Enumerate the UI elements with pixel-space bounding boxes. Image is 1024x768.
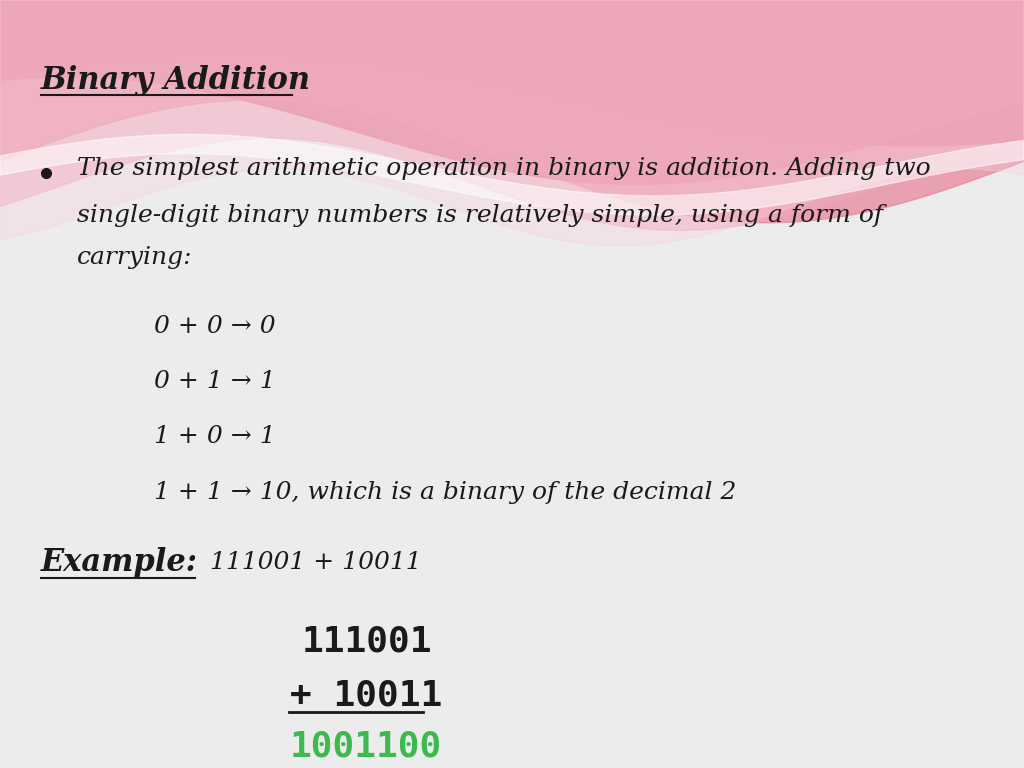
Text: 1 + 1 → 10, which is a binary of the decimal 2: 1 + 1 → 10, which is a binary of the dec… xyxy=(154,481,736,504)
Text: 1 + 0 → 1: 1 + 0 → 1 xyxy=(154,425,275,449)
Text: 111001 + 10011: 111001 + 10011 xyxy=(210,551,422,574)
Text: 0 + 1 → 1: 0 + 1 → 1 xyxy=(154,370,275,393)
Text: The simplest arithmetic operation in binary is addition. Adding two: The simplest arithmetic operation in bin… xyxy=(77,157,931,180)
Text: 0 + 0 → 0: 0 + 0 → 0 xyxy=(154,315,275,338)
Text: 1001100: 1001100 xyxy=(290,730,442,763)
Text: single-digit binary numbers is relatively simple, using a form of: single-digit binary numbers is relativel… xyxy=(77,204,883,227)
Text: 111001: 111001 xyxy=(302,624,432,658)
Text: Example:: Example: xyxy=(41,547,198,578)
Text: Binary Addition: Binary Addition xyxy=(41,65,311,96)
Text: + 10011: + 10011 xyxy=(290,678,442,712)
Text: carrying:: carrying: xyxy=(77,246,193,269)
